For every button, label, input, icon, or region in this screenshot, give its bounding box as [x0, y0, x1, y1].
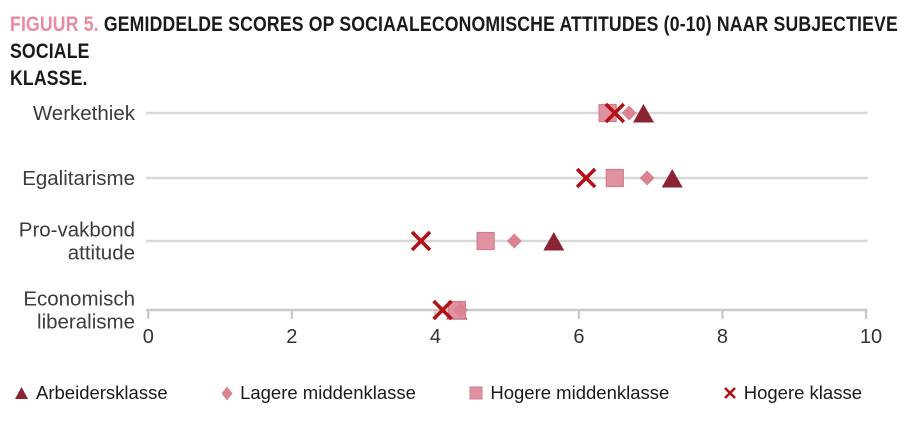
- marker-x-hogere-klasse-economisch-liberalisme: [432, 299, 453, 321]
- category-label-pro-vakbond-attitude: Pro-vakbond attitude: [19, 219, 135, 265]
- figure-title-line2: KLASSE.: [10, 67, 88, 90]
- axis-tick-label: 10: [860, 326, 882, 348]
- legend-item-hogere-klasse: Hogere klasse: [723, 382, 862, 404]
- figure-number: FIGUUR 5.: [10, 13, 99, 36]
- category-label-economisch-liberalisme: Economisch liberalisme: [23, 288, 135, 334]
- square-icon: [469, 386, 483, 400]
- triangle-icon: [14, 386, 29, 400]
- legend-item-lagere-middenklasse: Lagere middenklasse: [221, 382, 416, 404]
- diamond-icon: [221, 386, 233, 401]
- legend-label: Hogere middenklasse: [490, 382, 670, 403]
- legend-item-arbeidersklasse: Arbeidersklasse: [14, 382, 168, 404]
- marker-triangle-arbeidersklasse-pro-vakbond-attitude: [543, 232, 565, 251]
- axis-tick-label: 6: [573, 326, 584, 348]
- axis-tick-label: 2: [286, 326, 297, 348]
- figure-title-line1: FIGUUR 5. GEMIDDELDE SCORES OP SOCIAALEC…: [10, 11, 900, 65]
- marker-diamond-lagere-middenklasse-economisch-liberalisme: [452, 302, 468, 318]
- legend-label: Hogere klasse: [743, 382, 862, 403]
- dot-plot-chart: 0 2 4 6 8 10 Werkethiek Egalitarisme Pro-vakbond…: [19, 102, 882, 348]
- figure-title: FIGUUR 5. GEMIDDELDE SCORES OP SOCIAALEC…: [10, 11, 900, 92]
- axis-tick-label: 8: [717, 326, 728, 348]
- marker-square-hogere-middenklasse-pro-vakbond-attitude: [476, 231, 495, 251]
- marker-triangle-arbeidersklasse-egalitarisme: [661, 169, 683, 188]
- axis-tick-label: 0: [143, 326, 154, 348]
- marker-diamond-lagere-middenklasse-pro-vakbond-attitude: [506, 233, 522, 249]
- legend-label: Arbeidersklasse: [36, 382, 168, 403]
- marker-x-hogere-klasse-pro-vakbond-attitude: [410, 230, 432, 252]
- legend-item-hogere-middenklasse: Hogere middenklasse: [469, 382, 669, 404]
- figure-title-text: GEMIDDELDE SCORES OP SOCIAALECONOMISCHE …: [10, 13, 898, 63]
- marker-diamond-lagere-middenklasse-egalitarisme: [639, 170, 655, 186]
- category-label-werkethiek: Werkethiek: [33, 102, 136, 125]
- x-icon: [723, 386, 737, 400]
- marker-triangle-arbeidersklasse-werkethiek: [633, 104, 655, 123]
- chart-legend: Arbeidersklasse Lagere middenklasse Hogere…: [14, 376, 862, 410]
- marker-square-hogere-middenklasse-egalitarisme: [605, 168, 624, 188]
- category-label-egalitarisme: Egalitarisme: [22, 167, 135, 190]
- marker-x-hogere-klasse-egalitarisme: [575, 167, 597, 189]
- marker-diamond-lagere-middenklasse-werkethiek: [621, 105, 637, 121]
- axis-tick-label: 4: [430, 326, 441, 348]
- marker-x-hogere-klasse-werkethiek: [604, 102, 626, 124]
- legend-label: Lagere middenklasse: [240, 382, 416, 403]
